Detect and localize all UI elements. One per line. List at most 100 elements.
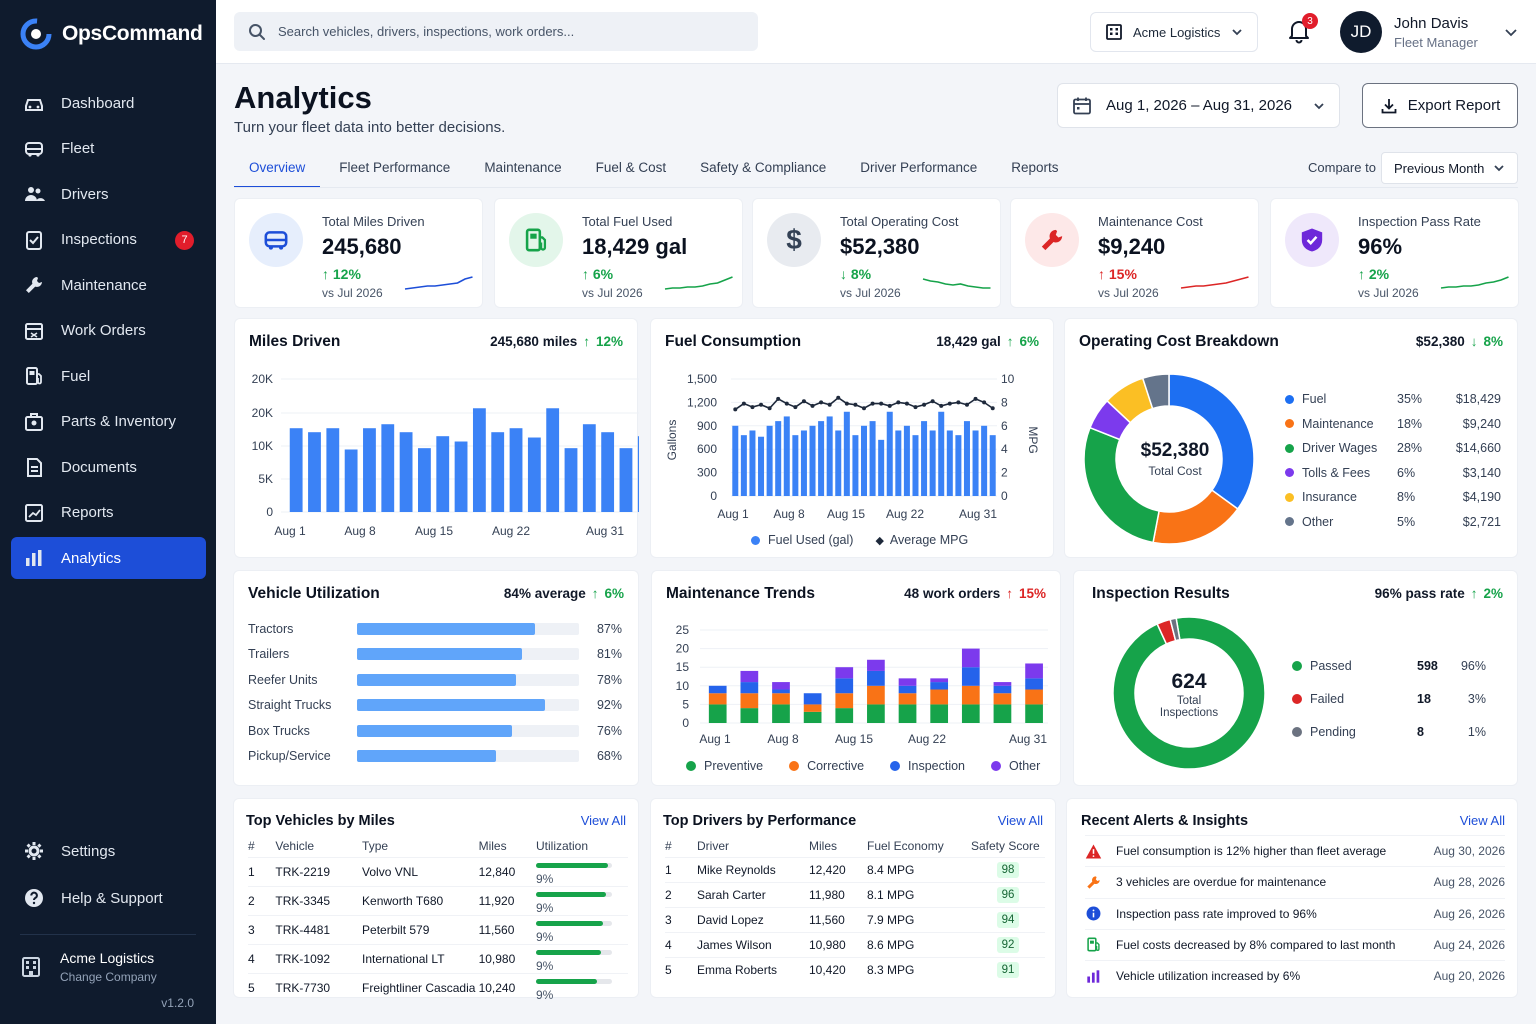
tab-fleet-performance[interactable]: Fleet Performance	[339, 160, 451, 175]
sidebar-item-fuel[interactable]: Fuel	[11, 355, 206, 397]
legend-item: Fuel 35% $18,429	[1285, 387, 1503, 412]
sidebar-item-fleet[interactable]: Fleet	[11, 128, 206, 170]
bar	[399, 432, 413, 512]
tab-overview[interactable]: Overview	[234, 150, 321, 188]
donut-center: 624 Total Inspections	[1139, 670, 1239, 719]
tab-reports[interactable]: Reports	[1011, 160, 1059, 175]
mpg-point	[759, 402, 764, 407]
x-tick-label: Aug 31	[1009, 732, 1047, 746]
table-row[interactable]: 1 Mike Reynolds 12,420 8.4 MPG 98	[665, 856, 1045, 882]
alert-item[interactable]: Inspection pass rate improved to 96% Aug …	[1085, 897, 1505, 929]
mpg-point	[776, 396, 781, 401]
kpi-icon-badge	[249, 213, 303, 267]
alert-item[interactable]: Fuel consumption is 12% higher than flee…	[1085, 835, 1505, 866]
kpi-card-maintenance-cost[interactable]: Maintenance Cost $9,240 ↑ 15% vs Jul 2026	[1010, 198, 1259, 308]
bar	[835, 708, 854, 723]
kpi-card-total-fuel-used[interactable]: Total Fuel Used 18,429 gal ↑ 6% vs Jul 2026	[494, 198, 743, 308]
fuel-total: 18,429 gal	[936, 334, 1001, 349]
legend-label: Other	[1302, 514, 1334, 529]
column-header: Type	[362, 838, 389, 853]
table-row[interactable]: 3 TRK-4481 Peterbilt 579 11,560 9%	[248, 914, 628, 944]
bar	[749, 430, 756, 496]
notifications-button[interactable]: 3	[1286, 13, 1318, 46]
bar	[867, 685, 885, 705]
chart-legend: Fuel Used (gal) ◆ Average MPG	[751, 533, 968, 547]
sidebar-item-analytics[interactable]: Analytics	[11, 537, 206, 579]
sidebar-item-help-support[interactable]: Help & Support	[11, 877, 206, 919]
organization-name: Acme Logistics	[1133, 24, 1221, 40]
legend-item: Tolls & Fees 6% $3,140	[1285, 461, 1503, 486]
user-menu[interactable]: JD John Davis Fleet Manager	[1340, 11, 1518, 53]
table-row[interactable]: 5 Emma Roberts 10,420 8.3 MPG 91	[665, 956, 1045, 982]
table-row[interactable]: 4 TRK-1092 International LT 10,980 9%	[248, 943, 628, 973]
sidebar-item-settings[interactable]: Settings	[11, 830, 206, 872]
export-report-button[interactable]: Export Report	[1362, 83, 1518, 128]
table-row[interactable]: 3 David Lopez 11,560 7.9 MPG 94	[665, 906, 1045, 932]
table-row[interactable]: 4 James Wilson 10,980 8.6 MPG 92	[665, 931, 1045, 957]
legend-percent: 8%	[1397, 490, 1416, 505]
legend-percent: 1%	[1467, 724, 1486, 739]
kpi-card-inspection-pass-rate[interactable]: Inspection Pass Rate 96% ↑ 2% vs Jul 2026	[1270, 198, 1519, 308]
table-row[interactable]: 1 TRK-2219 Volvo VNL 12,840 9%	[248, 856, 628, 886]
view-all-vehicles-link[interactable]: View All	[580, 813, 626, 828]
search-input[interactable]	[278, 24, 738, 39]
view-all-drivers-link[interactable]: View All	[997, 813, 1043, 828]
sidebar-item-label: Documents	[61, 458, 137, 476]
table-row[interactable]: 2 TRK-3345 Kenworth T680 11,920 9%	[248, 885, 628, 915]
tab-fuel-cost[interactable]: Fuel & Cost	[595, 160, 667, 175]
top-bar: Acme Logistics 3 JD John Davis Fleet Man…	[216, 0, 1536, 64]
mpg-point	[964, 402, 969, 407]
utilization-row: Box Trucks 76%	[248, 718, 622, 743]
sidebar-item-reports[interactable]: Reports	[11, 492, 206, 534]
tab-driver-performance[interactable]: Driver Performance	[860, 160, 978, 175]
chevron-down-icon	[1494, 165, 1504, 172]
bar	[783, 416, 790, 496]
app-logo[interactable]: OpsCommand	[20, 18, 203, 50]
sidebar-item-maintenance[interactable]: Maintenance	[11, 264, 206, 306]
kpi-card-total-operating-cost[interactable]: $ Total Operating Cost $52,380 ↓ 8% vs Jul 2…	[752, 198, 1001, 308]
company-switcher[interactable]: Acme Logistics Change Company	[20, 950, 157, 984]
tab-safety-compliance[interactable]: Safety & Compliance	[700, 160, 827, 175]
kpi-comparison: vs Jul 2026	[582, 286, 643, 300]
utilization-category: Trailers	[248, 647, 290, 661]
table-cell: 1	[665, 856, 697, 882]
sidebar-item-inspections[interactable]: Inspections 7	[11, 219, 206, 261]
kpi-sparkline	[664, 276, 733, 290]
table-row[interactable]: 5 TRK-7730 Freightliner Cascadia 10,240 9%	[248, 972, 628, 1002]
sidebar-item-label: Work Orders	[61, 322, 146, 339]
organization-select[interactable]: Acme Logistics	[1090, 12, 1258, 52]
bar	[546, 408, 560, 512]
date-range-picker[interactable]: Aug 1, 2026 – Aug 31, 2026	[1057, 83, 1340, 128]
bar	[961, 685, 980, 705]
view-all-alerts-link[interactable]: View All	[1459, 813, 1505, 828]
sidebar-item-documents[interactable]: Documents	[11, 446, 206, 488]
compare-select[interactable]: Previous Month	[1381, 152, 1518, 184]
alert-item[interactable]: 3 vehicles are overdue for maintenance Au…	[1085, 866, 1505, 897]
column-header: Safety Score	[971, 838, 1040, 853]
mpg-point	[853, 402, 858, 407]
bar	[740, 670, 759, 683]
chart-icon	[1085, 968, 1102, 985]
bar	[491, 432, 505, 512]
bar	[921, 421, 928, 496]
bar	[1025, 678, 1043, 690]
table-row[interactable]: 2 Sarah Carter 11,980 8.1 MPG 96	[665, 881, 1045, 907]
tab-maintenance[interactable]: Maintenance	[484, 160, 562, 175]
change-company-link[interactable]: Change Company	[60, 970, 157, 984]
bar	[792, 435, 799, 496]
sidebar-item-dashboard[interactable]: Dashboard	[11, 82, 206, 124]
alert-item[interactable]: Fuel costs decreased by 8% compared to l…	[1085, 928, 1505, 960]
alert-item[interactable]: Vehicle utilization increased by 6% Aug 2…	[1085, 960, 1505, 991]
safety-score-badge: 92	[997, 936, 1019, 953]
table-cell: 10,980	[809, 931, 867, 957]
bar	[772, 693, 790, 705]
sidebar-item-work-orders[interactable]: Work Orders	[11, 310, 206, 352]
sidebar-item-parts-inventory[interactable]: Parts & Inventory	[11, 401, 206, 443]
sidebar-item-drivers[interactable]: Drivers	[11, 173, 206, 215]
bar	[961, 704, 980, 723]
kpi-card-total-miles-driven[interactable]: Total Miles Driven 245,680 ↑ 12% vs Jul 202…	[234, 198, 483, 308]
donut-center-value: $52,380	[1140, 440, 1210, 461]
table-cell: 10,420	[809, 956, 867, 982]
sidebar-item-label: Help & Support	[61, 889, 163, 907]
search-box[interactable]	[234, 12, 758, 51]
